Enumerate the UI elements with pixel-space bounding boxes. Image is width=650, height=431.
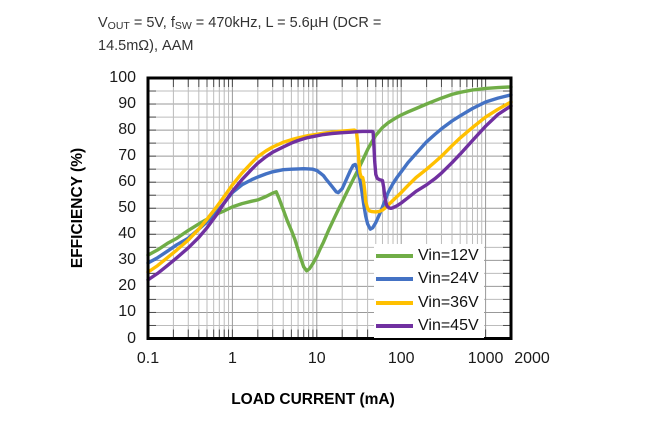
- legend-swatch: [376, 300, 413, 305]
- legend-label: Vin=12V: [418, 246, 479, 264]
- legend-label: Vin=24V: [418, 270, 479, 288]
- x-tick-label: 10: [307, 350, 326, 367]
- legend-item-vin-36v: Vin=36V: [374, 291, 484, 315]
- y-axis-title: EFFICIENCY (%): [69, 147, 86, 269]
- x-tick-label: 2000: [514, 350, 550, 367]
- x-tick-label: 0.1: [136, 350, 160, 367]
- legend-item-vin-24v: Vin=24V: [374, 267, 484, 291]
- chart-title-line: VOUT = 5V, fSW = 470kHz, L = 5.6µH (DCR …: [98, 15, 382, 32]
- x-tick-label: 100: [387, 350, 415, 367]
- legend-label: Vin=36V: [418, 293, 479, 311]
- y-tick-label: 50: [118, 199, 136, 217]
- series-line-vin-24v: [146, 93, 513, 265]
- y-tick-label: 80: [118, 121, 136, 139]
- x-tick-label: 1000: [467, 350, 504, 367]
- x-axis-tick-labels: 0.1 1 10 100 1000 2000: [0, 350, 650, 370]
- legend-swatch: [376, 277, 413, 282]
- legend-label: Vin=45V: [418, 317, 479, 335]
- series-line-vin-12v: [146, 85, 513, 273]
- y-tick-label: 100: [109, 69, 136, 86]
- series-lines: [146, 85, 513, 282]
- legend: Vin=12V Vin=24V Vin=36V Vin=45V: [374, 244, 484, 338]
- y-tick-label: 70: [118, 147, 136, 165]
- legend-swatch: [376, 324, 413, 329]
- y-tick-label: 30: [118, 251, 136, 269]
- series-line-vin-36v: [146, 100, 513, 274]
- chart-title: VOUT = 5V, fSW = 470kHz, L = 5.6µH (DCR …: [98, 13, 458, 56]
- y-tick-label: 20: [118, 277, 136, 295]
- series-line-vin-45v: [146, 104, 513, 282]
- legend-item-vin-12v: Vin=12V: [374, 244, 484, 268]
- legend-swatch: [376, 253, 413, 258]
- plot-frame: [146, 76, 513, 340]
- y-axis-tick-labels: 0 10 20 30 40 50 60 70 80 90 100: [86, 0, 136, 431]
- x-axis-title: LOAD CURRENT (mA): [231, 391, 395, 408]
- y-tick-label: 0: [127, 329, 136, 347]
- y-tick-label: 10: [118, 303, 136, 321]
- y-tick-label: 40: [118, 225, 136, 243]
- legend-item-vin-45v: Vin=45V: [374, 314, 484, 338]
- y-tick-label: 60: [118, 173, 136, 191]
- y-tick-label: 90: [118, 95, 136, 113]
- x-tick-label: 1: [227, 350, 237, 367]
- chart-title-line: 14.5mΩ), AAM: [98, 38, 194, 54]
